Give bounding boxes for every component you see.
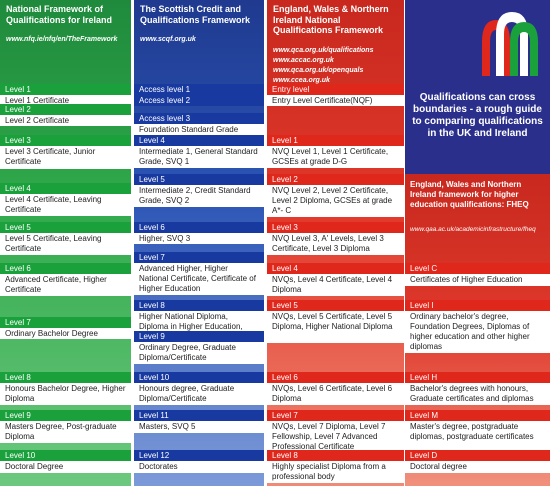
sc-level-9-text: Ordinary Degree, Graduate Diploma/Certif… xyxy=(134,342,264,364)
he-level-d-text: Doctoral degree xyxy=(405,461,550,473)
ew-level-8-text: Highly specialist Diploma from a profess… xyxy=(267,461,404,483)
sc-level-10-label: Level 10 xyxy=(134,372,264,383)
logo-icon xyxy=(482,12,538,76)
ew-level-2-label: Level 2 xyxy=(267,174,404,185)
england-url[interactable]: www.accac.org.uk xyxy=(273,56,334,64)
sc-access-3-label: Access level 3 xyxy=(134,113,264,124)
ew-level-4-label: Level 4 xyxy=(267,263,404,274)
he-level-c-text: Certificates of Higher Education xyxy=(405,274,550,286)
he-level-h-text: Bachelor's degrees with honours, Graduat… xyxy=(405,383,550,405)
sc-level-4-text: Intermediate 1, General Standard Grade, … xyxy=(134,146,264,168)
sc-access-1-label: Access level 1 xyxy=(134,84,264,95)
ie-level-6-text: Advanced Certificate, Higher Certificate xyxy=(0,274,131,296)
ie-level-4-label: Level 4 xyxy=(0,183,131,194)
ew-level-1-text: NVQ Level 1, Level 1 Certificate, GCSEs … xyxy=(267,146,404,168)
england-url[interactable]: www.qca.org.uk/openquals xyxy=(273,66,364,74)
sc-level-11-text: Masters, SVQ 5 xyxy=(134,421,264,433)
sc-level-12-text: Doctorates xyxy=(134,461,264,473)
higher-ed-url[interactable]: www.qaa.ac.uk/academicinfrastructure/fhe… xyxy=(410,226,536,233)
ie-level-6-label: Level 6 xyxy=(0,263,131,274)
sc-level-12-label: Level 12 xyxy=(134,450,264,461)
ew-entry-label: Entry level xyxy=(267,84,404,95)
ie-level-3-label: Level 3 xyxy=(0,135,131,146)
he-level-c-label: Level C xyxy=(405,263,550,274)
sc-level-6-text: Higher, SVQ 3 xyxy=(134,233,264,244)
he-level-d-label: Level D xyxy=(405,450,550,461)
higher-ed-column: England, Wales and Northern Ireland fram… xyxy=(405,174,550,486)
ie-level-2-label: Level 2 xyxy=(0,104,131,115)
ew-level-7-text: NVQs, Level 7 Diploma, Level 7 Fellowshi… xyxy=(267,421,404,453)
higher-ed-title: England, Wales and Northern Ireland fram… xyxy=(410,180,529,209)
sc-level-8-text: Higher National Diploma, Diploma in High… xyxy=(134,311,264,341)
sc-level-10-text: Honours degree, Graduate Diploma/Certifi… xyxy=(134,383,264,405)
scotland-header: The Scottish Credit and Qualifications F… xyxy=(134,0,264,49)
scotland-column: The Scottish Credit and Qualifications F… xyxy=(134,0,264,486)
ew-level-5-text: NVQs, Level 5 Certificate, Level 5 Diplo… xyxy=(267,311,404,343)
ie-level-10-text: Doctoral Degree xyxy=(0,461,131,473)
ie-level-9-label: Level 9 xyxy=(0,410,131,421)
sc-level-7-label: Level 7 xyxy=(134,252,264,263)
ie-level-8-label: Level 8 xyxy=(0,372,131,383)
ie-level-7-text: Ordinary Bachelor Degree xyxy=(0,328,131,339)
sc-level-5-label: Level 5 xyxy=(134,174,264,185)
sc-access-2-label: Access level 2 xyxy=(134,95,264,106)
sc-level-8-label: Level 8 xyxy=(134,300,264,311)
ie-level-3-text: Level 3 Certificate, Junior Certificate xyxy=(0,146,131,169)
england-header: England, Wales & Northern Ireland Nation… xyxy=(267,0,404,90)
ireland-url[interactable]: www.nfq.ie/nfq/en/TheFramework xyxy=(6,36,118,43)
ie-level-5-label: Level 5 xyxy=(0,222,131,233)
ie-level-2-text: Level 2 Certificate xyxy=(0,115,131,126)
ew-level-5-label: Level 5 xyxy=(267,300,404,311)
england-url-list: www.qca.org.uk/qualifications www.accac.… xyxy=(273,46,398,86)
england-url[interactable]: www.ccea.org.uk xyxy=(273,76,330,84)
ie-level-1-text: Level 1 Certificate xyxy=(0,95,131,106)
ew-level-6-text: NVQs, Level 6 Certificate, Level 6 Diplo… xyxy=(267,383,404,405)
ew-level-8-label: Level 8 xyxy=(267,450,404,461)
sc-level-9-label: Level 9 xyxy=(134,331,264,342)
he-level-i-label: Level I xyxy=(405,300,550,311)
ie-level-9-text: Masters Degree, Post-graduate Diploma xyxy=(0,421,131,443)
ew-level-2-text: NVQ Level 2, Level 2 Certificate, Level … xyxy=(267,185,404,217)
ie-level-4-text: Level 4 Certificate, Leaving Certificate xyxy=(0,194,131,216)
sc-access-3-text: Foundation Standard Grade xyxy=(134,124,264,135)
ew-level-4-text: NVQs, Level 4 Certificate, Level 4 Diplo… xyxy=(267,274,404,296)
he-level-m-label: Level M xyxy=(405,410,550,421)
scotland-url[interactable]: www.scqf.org.uk xyxy=(140,36,196,43)
ie-level-1-label: Level 1 xyxy=(0,84,131,95)
england-url[interactable]: www.qca.org.uk/qualifications xyxy=(273,46,374,54)
ew-level-3-text: NVQ Level 3, A' Levels, Level 3 Certific… xyxy=(267,233,404,255)
ireland-column: National Framework of Qualifications for… xyxy=(0,0,131,486)
note-text: Qualifications can cross boundaries - a … xyxy=(412,92,543,139)
england-title: England, Wales & Northern Ireland Nation… xyxy=(273,4,389,35)
ireland-header: National Framework of Qualifications for… xyxy=(0,0,131,49)
sc-level-4-label: Level 4 xyxy=(134,135,264,146)
he-level-m-text: Master's degree, postgraduate diplomas, … xyxy=(405,421,550,453)
note-panel: Qualifications can cross boundaries - a … xyxy=(405,0,550,174)
he-level-h-label: Level H xyxy=(405,372,550,383)
ew-level-3-label: Level 3 xyxy=(267,222,404,233)
ew-level-6-label: Level 6 xyxy=(267,372,404,383)
sc-level-5-text: Intermediate 2, Credit Standard Grade, S… xyxy=(134,185,264,207)
scotland-title: The Scottish Credit and Qualifications F… xyxy=(140,4,251,25)
ew-level-1-label: Level 1 xyxy=(267,135,404,146)
ew-entry-text: Entry Level Certificate(NQF) xyxy=(267,95,404,106)
sc-level-11-label: Level 11 xyxy=(134,410,264,421)
ie-level-8-text: Honours Bachelor Degree, Higher Diploma xyxy=(0,383,131,405)
ireland-title: National Framework of Qualifications for… xyxy=(6,4,113,25)
sc-level-6-label: Level 6 xyxy=(134,222,264,233)
he-level-i-text: Ordinary bachelor's degree, Foundation D… xyxy=(405,311,550,353)
ie-level-7-label: Level 7 xyxy=(0,317,131,328)
ie-level-10-label: Level 10 xyxy=(0,450,131,461)
ew-level-7-label: Level 7 xyxy=(267,410,404,421)
ie-level-5-text: Level 5 Certificate, Leaving Certificate xyxy=(0,233,131,255)
sc-level-7-text: Advanced Higher, Higher National Certifi… xyxy=(134,263,264,295)
england-column: England, Wales & Northern Ireland Nation… xyxy=(267,0,404,486)
